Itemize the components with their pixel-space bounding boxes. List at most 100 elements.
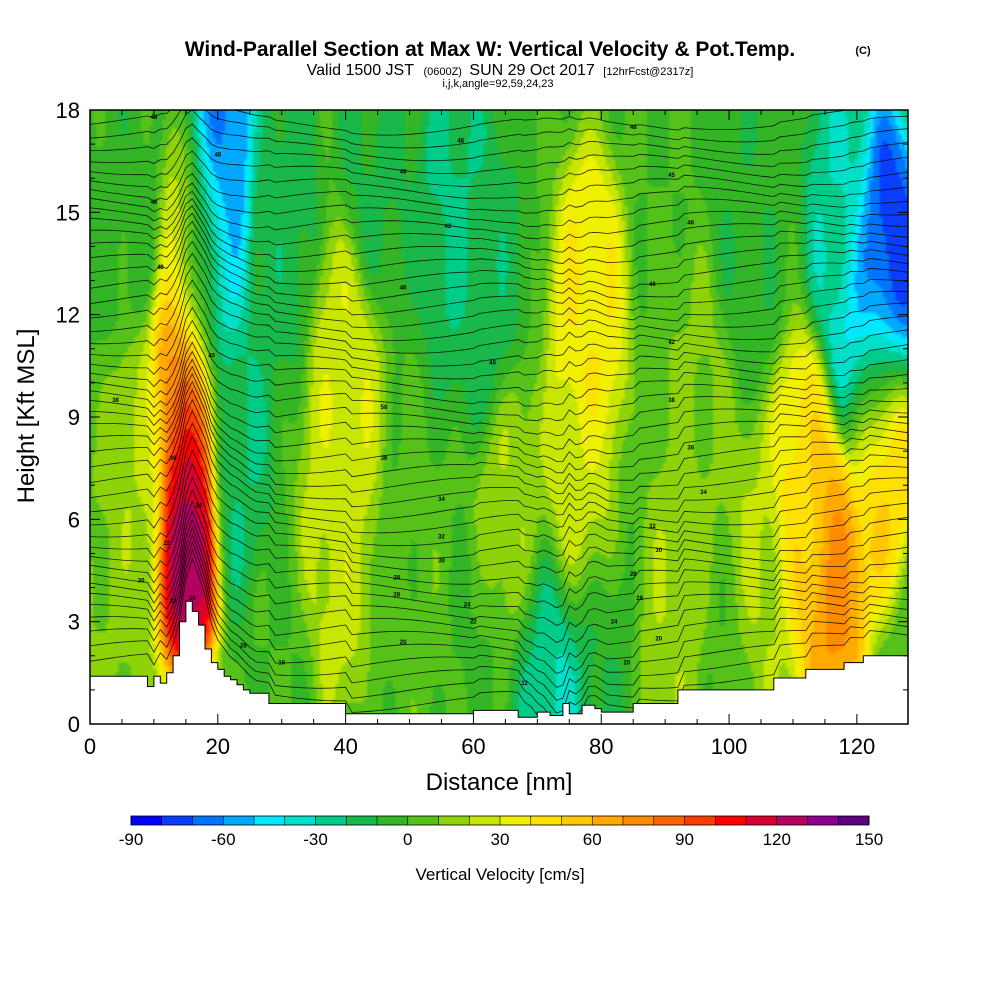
isentrope-line	[90, 341, 908, 437]
isentrope-line	[90, 526, 908, 688]
colorbar-tick-label: 120	[763, 830, 791, 849]
x-tick-label: 20	[206, 734, 230, 759]
isentrope-line	[90, 350, 908, 450]
colorbar-swatch	[377, 816, 409, 825]
isentrope-line	[90, 398, 908, 521]
colorbar	[130, 815, 870, 826]
isentrope-label: 12	[521, 681, 528, 687]
subtitle-valid: Valid 1500 JST	[307, 62, 415, 79]
colorbar-swatch	[561, 816, 593, 825]
isentrope-label: 46	[649, 282, 656, 288]
subtitle-date: SUN 29 Oct 2017	[469, 62, 595, 79]
isentrope-label: 24	[611, 620, 618, 626]
isentrope-line	[90, 212, 908, 289]
colorbar-swatch	[623, 816, 655, 825]
isentrope-line	[90, 518, 908, 674]
isentrope-line	[90, 435, 908, 559]
isentrope-label: 48	[157, 265, 164, 271]
isentrope-line	[90, 240, 908, 329]
isentrope-line	[90, 306, 908, 393]
isentrope-line	[90, 279, 908, 367]
isentrope-line	[90, 123, 908, 174]
isentrope-line	[90, 533, 908, 701]
chart-title: Wind-Parallel Section at Max W: Vertical…	[185, 38, 796, 61]
isentrope-line	[90, 380, 908, 494]
colorbar-swatch	[592, 816, 624, 825]
isentrope-line	[90, 319, 908, 407]
colorbar-tick-label: -30	[303, 830, 328, 849]
isentrope-label: 45	[668, 173, 675, 179]
isentrope-line	[90, 389, 908, 508]
isentrope-line	[90, 358, 908, 462]
vertical-velocity-field	[90, 110, 908, 724]
isentrope-label: 30	[138, 579, 145, 585]
isentrope-label: 48	[214, 152, 221, 158]
isentrope-line	[90, 365, 908, 474]
x-tick-label: 80	[589, 734, 613, 759]
colorbar-tick-label: 0	[403, 830, 412, 849]
isentrope-line	[90, 150, 908, 200]
isentrope-label: 28	[636, 596, 643, 602]
colorbar-tick-label: -60	[211, 830, 236, 849]
isentrope-label: 46	[400, 285, 407, 291]
colorbar-tick-label: 150	[855, 830, 883, 849]
isentrope-label: 48	[457, 139, 464, 145]
colorbar-tick-label: 60	[583, 830, 602, 849]
y-tick-label: 6	[68, 507, 80, 532]
isentrope-label: 32	[649, 524, 656, 530]
plot-area: 48 48 46 48 40 38 36 34 22 30 32 30 28 16 48 48 42 46 40 58…	[90, 110, 908, 724]
isentrope-label: 22	[163, 541, 170, 547]
isentrope-label: 28	[393, 592, 400, 598]
colorbar-swatch	[192, 816, 224, 825]
isentrope-label: 34	[195, 504, 202, 510]
chart-title-mark: (C)	[855, 45, 871, 57]
y-tick-label: 12	[56, 303, 80, 328]
colorbar-swatch	[807, 816, 839, 825]
isentrope-line	[90, 449, 908, 574]
colorbar-swatch	[223, 816, 255, 825]
x-tick-label: 100	[711, 734, 748, 759]
isentrope-line	[90, 540, 908, 714]
isentrope-line	[90, 476, 908, 609]
isentrope-line	[90, 409, 908, 534]
isentrope-label: 48	[400, 169, 407, 175]
isentrope-line	[90, 110, 847, 136]
isentrope-label: 30	[189, 596, 196, 602]
isentrope-line	[90, 557, 908, 724]
isentrope-label: 32	[170, 599, 177, 605]
colorbar-label: Vertical Velocity [cm/s]	[415, 865, 584, 884]
isentrope-label: 46	[151, 200, 158, 206]
isentrope-label-layer: 48 48 46 48 40 38 36 34 22 30 32 30 28 16 48 48 42 46 40 58…	[112, 115, 707, 687]
colorbar-swatch	[715, 816, 747, 825]
colorbar-swatch	[469, 816, 501, 825]
chart-subtitle: Valid 1500 JST (0600Z) SUN 29 Oct 2017 […	[307, 62, 694, 79]
isentrope-label: 38	[112, 398, 119, 404]
colorbar-swatch	[438, 816, 470, 825]
colorbar-swatch	[530, 816, 562, 825]
isentrope-line	[90, 220, 908, 302]
colorbar-swatch	[684, 816, 716, 825]
isentrope-label: 32	[438, 534, 445, 540]
isentrope-label: 48	[630, 125, 637, 131]
isentrope-line	[90, 162, 908, 214]
isentrope-label: 40	[489, 360, 496, 366]
isentrope-label: 40	[208, 354, 215, 360]
y-tick-label: 3	[68, 610, 80, 635]
isentrope-line	[90, 422, 908, 547]
isentrope-label: 34	[700, 490, 707, 496]
isentrope-line	[90, 190, 908, 253]
isentrope-label: 34	[438, 497, 445, 503]
subtitle-zulu: (0600Z)	[423, 66, 462, 78]
colorbar-swatch	[284, 816, 316, 825]
colorbar-swatch	[746, 816, 778, 825]
colorbar-swatch	[500, 816, 532, 825]
x-tick-label: 40	[333, 734, 357, 759]
isentrope-line	[90, 500, 908, 643]
isentrope-label: 58	[381, 405, 388, 411]
isentrope-label: 22	[470, 620, 477, 626]
isentrope-line	[90, 173, 908, 228]
terrain-mask	[90, 600, 908, 724]
chart-indices: i,j,k,angle=92,59,24,23	[442, 78, 553, 90]
colorbar-swatch	[161, 816, 193, 825]
x-axis-label: Distance [nm]	[426, 769, 573, 796]
